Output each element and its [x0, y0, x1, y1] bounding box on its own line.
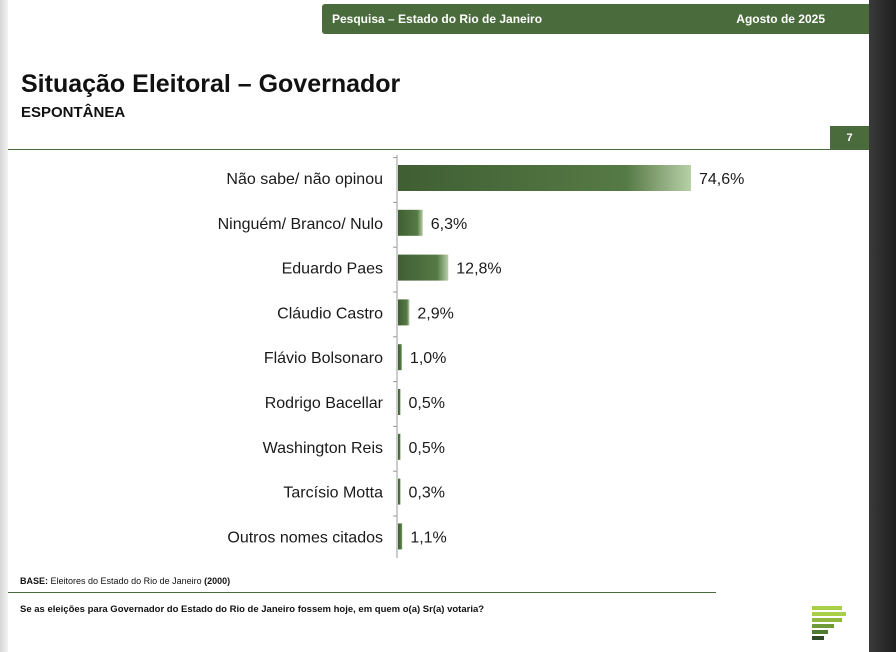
value-label: 2,9% [417, 305, 453, 322]
category-label: Rodrigo Bacellar [265, 395, 384, 412]
title-divider [8, 149, 869, 150]
bar-5 [398, 389, 401, 415]
page-subtitle: ESPONTÂNEA [21, 104, 126, 121]
category-label: Tarcísio Motta [283, 485, 383, 502]
stacked-bars-logo-icon [812, 606, 846, 640]
category-label: Eduardo Paes [282, 261, 383, 278]
base-text: Eleitores do Estado do Rio de Janeiro [50, 576, 202, 586]
bar-0 [398, 165, 691, 191]
header-bar: Pesquisa – Estado do Rio de Janeiro Agos… [322, 4, 869, 34]
bar-1 [398, 209, 423, 236]
page-edge [0, 0, 8, 652]
value-label: 6,3% [431, 216, 467, 233]
category-label: Cláudio Castro [277, 305, 383, 322]
category-label: Outros nomes citados [227, 529, 383, 546]
footer-divider [8, 592, 716, 593]
header-title: Pesquisa – Estado do Rio de Janeiro [332, 12, 543, 26]
value-label: 0,3% [409, 485, 445, 502]
value-label: 74,6% [699, 171, 744, 188]
page-number: 7 [830, 126, 869, 150]
bar-7 [398, 478, 401, 505]
category-label: Flávio Bolsonaro [264, 350, 383, 367]
bar-8 [398, 523, 403, 550]
value-label: 0,5% [409, 440, 445, 457]
survey-question: Se as eleições para Governador do Estado… [20, 604, 485, 615]
header-date: Agosto de 2025 [736, 12, 825, 26]
category-label: Ninguém/ Branco/ Nulo [218, 216, 384, 233]
value-label: 12,8% [456, 261, 501, 278]
base-note: BASE: Eleitores do Estado do Rio de Jane… [20, 576, 230, 586]
viewer-background [869, 0, 896, 652]
base-label: BASE: [20, 576, 49, 586]
bar-3 [398, 299, 410, 326]
category-label: Washington Reis [263, 440, 383, 457]
value-label: 1,0% [410, 350, 446, 367]
bar-2 [398, 254, 449, 281]
category-label: Não sabe/ não opinou [226, 171, 383, 188]
base-count: (2000) [204, 576, 231, 586]
bar-4 [398, 344, 402, 371]
page-title: Situação Eleitoral – Governador [21, 70, 401, 98]
bar-6 [398, 433, 401, 460]
value-label: 0,5% [409, 395, 445, 412]
value-label: 1,1% [410, 529, 446, 546]
